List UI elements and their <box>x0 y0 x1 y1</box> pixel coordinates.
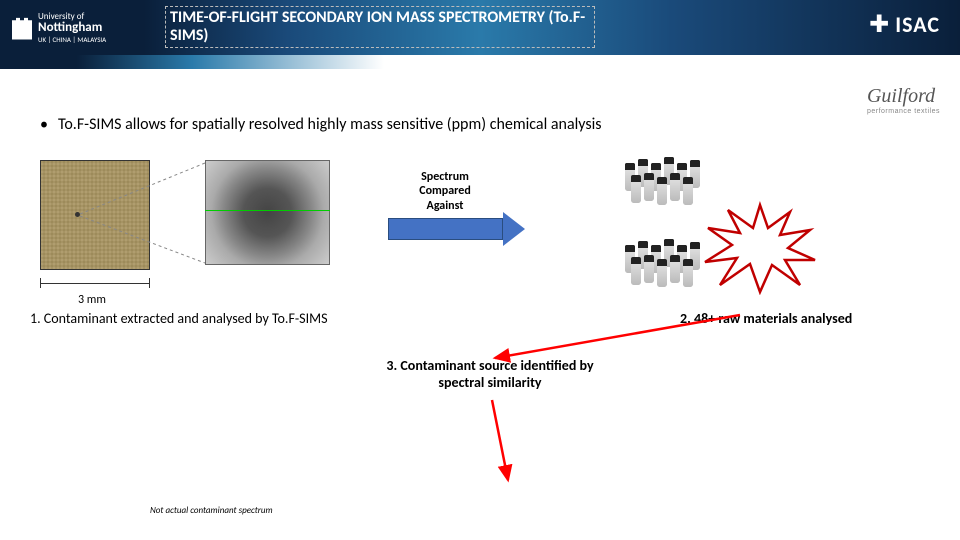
vial-cluster <box>620 155 710 210</box>
fabric-sample <box>40 160 150 270</box>
step3-label: 3. Contaminant source identified by spec… <box>370 358 610 392</box>
sims-image <box>205 160 330 265</box>
burst-icon <box>700 200 820 295</box>
castle-icon <box>12 16 32 40</box>
arrow-body <box>388 218 503 240</box>
footnote: Not actual contaminant spectrum <box>150 505 273 516</box>
guilford-name: Guilford <box>867 85 935 107</box>
header-banner: University of Nottingham UK | CHINA | MA… <box>0 0 960 55</box>
isac-cross-icon: ✚ <box>869 10 889 39</box>
bullet-text: To.F-SIMS allows for spatially resolved … <box>58 115 602 134</box>
nottingham-logo: University of Nottingham UK | CHINA | MA… <box>12 12 106 44</box>
scale-bar <box>40 278 150 288</box>
sub-banner <box>0 55 960 69</box>
bullet-dot: • <box>40 115 48 134</box>
step1-label: 1. Contaminant extracted and analysed by… <box>30 310 328 327</box>
guilford-logo: Guilford performance textiles <box>867 85 940 115</box>
spectrum-label: Spectrum Compared Against <box>400 170 490 213</box>
bullet-point: • To.F-SIMS allows for spatially resolve… <box>40 115 602 134</box>
guilford-sub: performance textiles <box>867 108 940 115</box>
uni-campuses: UK | CHINA | MALAYSIA <box>38 36 106 44</box>
scale-label: 3 mm <box>78 293 106 307</box>
isac-logo: ✚ ISAC <box>869 10 940 39</box>
slide-title: TIME-OF-FLIGHT SECONDARY ION MASS SPECTR… <box>165 6 595 48</box>
arrow-head-icon <box>503 212 525 246</box>
isac-text: ISAC <box>895 11 940 38</box>
vial-cluster <box>620 237 710 292</box>
uni-big: Nottingham <box>38 21 106 35</box>
red-arrow-2 <box>480 395 520 490</box>
contaminant-dot <box>75 212 80 217</box>
nottingham-text: University of Nottingham UK | CHINA | MA… <box>38 12 106 44</box>
sims-scanline <box>205 210 330 211</box>
